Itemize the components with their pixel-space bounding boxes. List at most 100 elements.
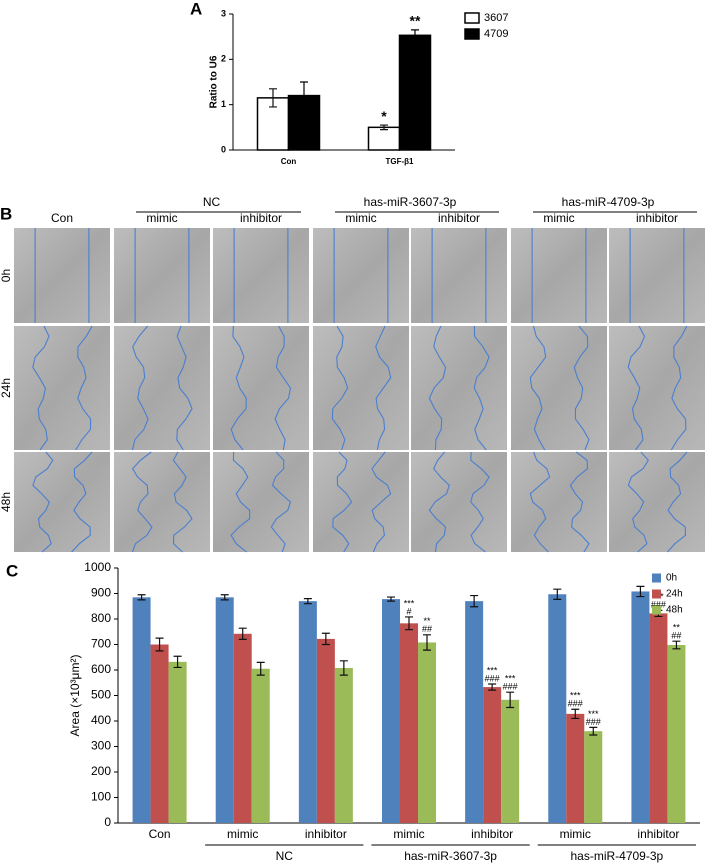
bar — [649, 613, 668, 823]
micrograph — [411, 452, 507, 552]
error-bar — [411, 29, 419, 42]
wound-edge — [32, 325, 50, 451]
bar — [382, 599, 400, 823]
wound-edge — [375, 325, 392, 451]
error-bar — [173, 655, 182, 669]
micrograph — [609, 228, 705, 323]
x-tick-label: mimic — [393, 827, 424, 841]
significance-mark: ** — [673, 623, 681, 633]
error-bar — [303, 598, 312, 605]
wound-edge — [75, 325, 93, 451]
legend-label: 0h — [666, 573, 677, 584]
wound-edge — [470, 451, 490, 553]
bar — [398, 34, 432, 151]
bar — [548, 594, 567, 823]
panel-label: A — [190, 0, 202, 18]
significance-mark: *** — [404, 598, 415, 608]
row-label: 0h — [0, 269, 13, 282]
column-label: mimic — [345, 211, 376, 225]
significance-mark: ** — [410, 13, 421, 29]
significance-mark: ### — [568, 699, 583, 709]
significance-mark: ### — [651, 600, 666, 610]
y-tick-label: 400 — [91, 713, 111, 727]
wound-edge — [172, 451, 193, 553]
legend-swatch — [464, 12, 480, 24]
y-axis-label: Area (×10³μm²) — [68, 655, 82, 737]
error-bar — [339, 660, 348, 676]
error-bar — [636, 585, 645, 598]
micrograph — [313, 228, 409, 323]
error-bar — [553, 588, 562, 600]
wound-edge — [131, 451, 153, 553]
group-label: NC — [276, 849, 294, 863]
error-bar — [256, 661, 265, 676]
wound-edge — [670, 325, 688, 451]
wound-edge — [371, 451, 392, 553]
wound-edge — [529, 325, 547, 451]
group-label: has-miR-3607-3p — [404, 849, 497, 863]
legend-label: 48h — [666, 605, 683, 616]
micrograph — [411, 326, 507, 450]
x-tick-label: mimic — [560, 827, 591, 841]
bar — [501, 699, 520, 823]
micrograph — [511, 452, 607, 552]
y-tick-label: 900 — [91, 586, 111, 600]
micrograph — [313, 452, 409, 552]
error-bar — [571, 708, 580, 720]
significance-mark: ## — [422, 624, 432, 634]
wound-edge — [529, 451, 551, 553]
x-tick-label: mimic — [227, 827, 258, 841]
error-bar — [220, 594, 229, 601]
group-label: NC — [203, 195, 221, 209]
wound-edge — [666, 451, 688, 553]
bar — [566, 713, 585, 823]
error-bar — [405, 616, 413, 631]
bar — [215, 597, 234, 823]
significance-mark: ## — [671, 631, 681, 641]
column-label: mimic — [146, 211, 177, 225]
wound-edge — [230, 451, 251, 553]
group-label: has-miR-4709-3p — [562, 195, 655, 209]
wound-edge — [332, 451, 353, 553]
panel-label: B — [0, 204, 12, 223]
micrograph — [511, 228, 607, 323]
row-label: 24h — [0, 378, 13, 398]
legend-swatch — [652, 589, 661, 599]
legend-label: 24h — [666, 589, 683, 600]
y-tick-label: 1 — [221, 99, 226, 109]
wound-edge — [331, 325, 349, 451]
error-bar — [423, 634, 431, 651]
legend-label: 3607 — [484, 12, 508, 24]
significance-mark: *** — [588, 709, 599, 719]
significance-mark: ** — [423, 616, 431, 626]
column-label: inhibitor — [636, 211, 678, 225]
micrograph — [609, 452, 705, 552]
column-label: inhibitor — [438, 211, 480, 225]
x-tick-label: Con — [149, 827, 171, 841]
y-tick-label: 200 — [91, 764, 111, 778]
wound-edge — [428, 325, 447, 451]
y-tick-label: 0 — [221, 144, 226, 154]
legend-swatch — [652, 573, 661, 583]
error-bar — [380, 124, 388, 131]
bar — [400, 623, 418, 823]
error-bar — [589, 726, 598, 736]
micrograph — [213, 326, 309, 450]
error-bar — [300, 81, 308, 110]
significance-mark: *** — [570, 691, 581, 701]
group-label: has-miR-3607-3p — [364, 195, 457, 209]
bar — [631, 591, 650, 823]
y-tick-label: 500 — [91, 688, 111, 702]
row-label: 48h — [0, 492, 13, 512]
bar — [150, 644, 169, 823]
wound-edge — [573, 325, 590, 451]
bar — [483, 687, 502, 823]
x-tick-label: inhibitor — [637, 827, 679, 841]
error-bar — [387, 596, 395, 602]
micrograph — [114, 452, 210, 552]
error-bar — [155, 637, 164, 652]
micrograph — [213, 228, 309, 323]
error-bar — [506, 691, 515, 709]
significance-mark: # — [406, 606, 411, 616]
bar — [367, 126, 401, 151]
